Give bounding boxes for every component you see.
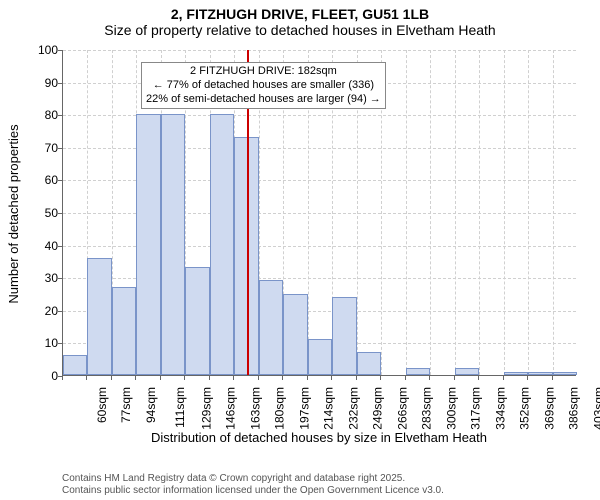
x-tick-mark bbox=[331, 376, 332, 380]
x-tick-mark bbox=[405, 376, 406, 380]
y-tick-label: 10 bbox=[28, 336, 58, 350]
x-tick-mark bbox=[135, 376, 136, 380]
x-tick-mark bbox=[282, 376, 283, 380]
x-tick-label: 249sqm bbox=[371, 387, 385, 430]
x-tick-mark bbox=[184, 376, 185, 380]
gridline-h bbox=[63, 50, 576, 51]
histogram-bar bbox=[259, 280, 283, 375]
x-tick-label: 300sqm bbox=[444, 387, 458, 430]
histogram-bar bbox=[136, 114, 160, 375]
annotation-line: ← 77% of detached houses are smaller (33… bbox=[146, 79, 381, 93]
x-tick-label: 386sqm bbox=[567, 387, 581, 430]
x-tick-label: 163sqm bbox=[249, 387, 263, 430]
x-tick-mark bbox=[552, 376, 553, 380]
histogram-bar bbox=[185, 267, 209, 375]
x-tick-label: 60sqm bbox=[95, 387, 109, 423]
y-tick-label: 100 bbox=[28, 43, 58, 57]
histogram-bar bbox=[455, 368, 479, 375]
y-tick-label: 80 bbox=[28, 108, 58, 122]
annotation-box: 2 FITZHUGH DRIVE: 182sqm← 77% of detache… bbox=[141, 62, 386, 109]
plot-area: 2 FITZHUGH DRIVE: 182sqm← 77% of detache… bbox=[62, 50, 576, 376]
histogram-bar bbox=[112, 287, 136, 375]
histogram-bar bbox=[283, 294, 307, 376]
y-tick-label: 50 bbox=[28, 206, 58, 220]
histogram-bar bbox=[528, 372, 552, 375]
x-tick-label: 146sqm bbox=[224, 387, 238, 430]
y-tick-label: 0 bbox=[28, 369, 58, 383]
x-tick-mark bbox=[111, 376, 112, 380]
x-tick-label: 266sqm bbox=[395, 387, 409, 430]
chart-container: Number of detached properties 0 10 20 30 40 5… bbox=[0, 44, 600, 434]
x-tick-label: 403sqm bbox=[591, 387, 600, 430]
x-tick-mark bbox=[86, 376, 87, 380]
chart-title-block: 2, FITZHUGH DRIVE, FLEET, GU51 1LB Size … bbox=[0, 0, 600, 38]
x-tick-mark bbox=[233, 376, 234, 380]
x-tick-mark bbox=[503, 376, 504, 380]
histogram-bar bbox=[504, 372, 528, 375]
histogram-bar bbox=[406, 368, 430, 375]
annotation-line: 2 FITZHUGH DRIVE: 182sqm bbox=[146, 65, 381, 79]
y-axis-label: Number of detached properties bbox=[6, 124, 21, 303]
x-tick-label: 129sqm bbox=[200, 387, 214, 430]
y-tick-label: 40 bbox=[28, 239, 58, 253]
chart-title-line2: Size of property relative to detached ho… bbox=[0, 22, 600, 38]
x-tick-mark bbox=[454, 376, 455, 380]
y-tick-label: 60 bbox=[28, 173, 58, 187]
histogram-bar bbox=[63, 355, 87, 375]
y-tick-label: 20 bbox=[28, 304, 58, 318]
annotation-line: 22% of semi-detached houses are larger (… bbox=[146, 93, 381, 107]
y-tick-label: 30 bbox=[28, 271, 58, 285]
x-tick-mark bbox=[160, 376, 161, 380]
x-tick-mark bbox=[429, 376, 430, 380]
x-tick-mark bbox=[478, 376, 479, 380]
x-tick-label: 232sqm bbox=[346, 387, 360, 430]
histogram-bar bbox=[553, 372, 577, 375]
x-tick-mark bbox=[62, 376, 63, 380]
x-tick-label: 369sqm bbox=[542, 387, 556, 430]
x-tick-label: 94sqm bbox=[144, 387, 158, 423]
x-tick-mark bbox=[356, 376, 357, 380]
x-tick-label: 77sqm bbox=[120, 387, 134, 423]
x-tick-label: 214sqm bbox=[322, 387, 336, 430]
y-tick-label: 90 bbox=[28, 76, 58, 90]
attribution-line1: Contains HM Land Registry data © Crown c… bbox=[62, 473, 444, 485]
attribution-line2: Contains public sector information licen… bbox=[62, 485, 444, 497]
y-tick-label: 70 bbox=[28, 141, 58, 155]
histogram-bar bbox=[308, 339, 332, 375]
x-tick-label: 283sqm bbox=[420, 387, 434, 430]
x-tick-mark bbox=[380, 376, 381, 380]
x-tick-mark bbox=[527, 376, 528, 380]
x-tick-label: 180sqm bbox=[273, 387, 287, 430]
x-tick-label: 317sqm bbox=[469, 387, 483, 430]
attribution-block: Contains HM Land Registry data © Crown c… bbox=[62, 473, 444, 497]
x-tick-label: 111sqm bbox=[173, 387, 187, 428]
histogram-bar bbox=[332, 297, 356, 375]
x-tick-label: 352sqm bbox=[518, 387, 532, 430]
histogram-bar bbox=[87, 258, 111, 375]
histogram-bar bbox=[210, 114, 234, 375]
histogram-bar bbox=[161, 114, 185, 375]
x-tick-mark bbox=[209, 376, 210, 380]
x-axis-label: Distribution of detached houses by size … bbox=[62, 430, 576, 445]
x-tick-mark bbox=[258, 376, 259, 380]
chart-title-line1: 2, FITZHUGH DRIVE, FLEET, GU51 1LB bbox=[0, 6, 600, 22]
x-tick-mark bbox=[307, 376, 308, 380]
x-tick-label: 334sqm bbox=[493, 387, 507, 430]
histogram-bar bbox=[357, 352, 381, 375]
x-tick-label: 197sqm bbox=[298, 387, 312, 430]
